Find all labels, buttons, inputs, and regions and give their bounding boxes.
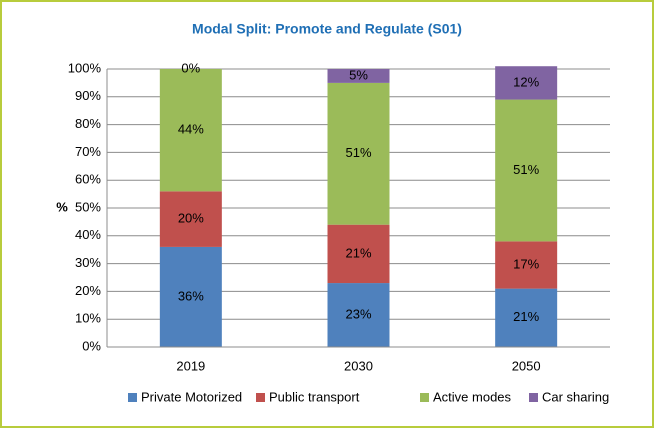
bar-segment (159, 246, 222, 347)
data-label: 12% (513, 74, 539, 89)
y-tick-label: 0% (82, 338, 101, 353)
bar-segment (327, 82, 390, 225)
data-label: 36% (178, 288, 204, 303)
bar-segment (495, 288, 558, 347)
y-tick-label: 100% (68, 60, 102, 75)
y-axis-label: % (56, 199, 68, 214)
x-tick-label: 2030 (344, 358, 373, 373)
data-label: 17% (513, 256, 539, 271)
y-tick-label: 90% (75, 88, 101, 103)
data-label: 20% (178, 211, 204, 226)
bar-segment (495, 99, 558, 242)
data-label: 51% (345, 145, 371, 160)
legend-marker (420, 393, 429, 402)
data-label: 0% (181, 60, 200, 75)
bar-segment (327, 283, 390, 347)
data-label: 5% (349, 67, 368, 82)
data-label: 21% (513, 309, 539, 324)
legend-label: Car sharing (542, 389, 609, 404)
y-tick-label: 40% (75, 227, 101, 242)
y-tick-label: 30% (75, 255, 101, 270)
bar-segment (159, 69, 222, 192)
legend-marker (256, 393, 265, 402)
legend-label: Active modes (433, 389, 512, 404)
data-label: 51% (513, 162, 539, 177)
y-tick-label: 10% (75, 311, 101, 326)
legend-label: Public transport (269, 389, 360, 404)
bar-segment (327, 69, 390, 83)
y-tick-label: 80% (75, 116, 101, 131)
legend-label: Private Motorized (141, 389, 242, 404)
bar-segment (495, 66, 558, 100)
bar-segment (495, 241, 558, 289)
bar-segment (327, 224, 390, 284)
data-label: 21% (345, 245, 371, 260)
chart-title: Modal Split: Promote and Regulate (S01) (192, 21, 462, 37)
legend-marker (128, 393, 137, 402)
data-label: 44% (178, 122, 204, 137)
bar-segment (159, 191, 222, 247)
data-label: 23% (345, 306, 371, 321)
y-tick-label: 70% (75, 144, 101, 159)
x-tick-label: 2050 (512, 358, 541, 373)
x-tick-label: 2019 (176, 358, 205, 373)
y-tick-label: 50% (75, 199, 101, 214)
y-tick-label: 20% (75, 283, 101, 298)
legend-marker (529, 393, 538, 402)
y-tick-label: 60% (75, 172, 101, 187)
